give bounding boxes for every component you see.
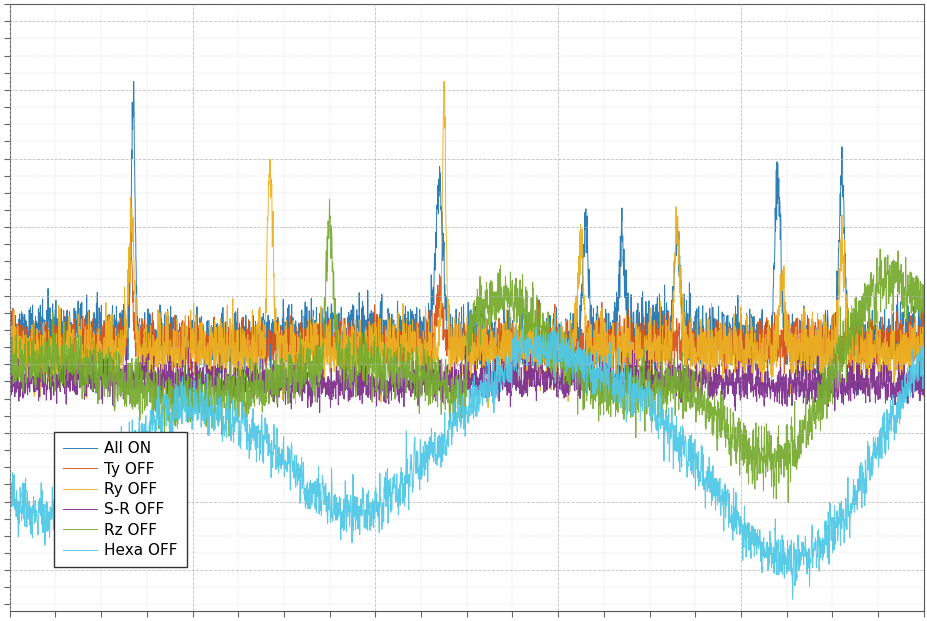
Ty OFF [594,383,605,390]
Ty OFF [756,319,767,327]
Rz OFF [170,422,181,430]
Ty OFF [4,319,15,327]
Line: S-R OFF: S-R OFF [9,346,923,412]
All ON [4,325,15,333]
Hexa OFF [548,315,559,322]
Line: Ty OFF: Ty OFF [9,225,923,386]
Ry OFF [918,368,927,376]
Rz OFF [918,282,927,289]
Hexa OFF [4,503,15,510]
All ON [353,289,364,296]
Ry OFF [482,404,493,411]
Hexa OFF [686,468,697,476]
Rz OFF [598,397,609,405]
S-R OFF [353,386,364,394]
Rz OFF [552,334,563,342]
Line: Hexa OFF: Hexa OFF [9,319,923,599]
Hexa OFF [918,365,927,373]
S-R OFF [756,383,767,391]
Line: Ry OFF: Ry OFF [9,81,923,407]
All ON [171,312,182,319]
Ty OFF [918,343,927,351]
S-R OFF [313,409,324,416]
All ON [918,332,927,340]
Ry OFF [4,343,15,351]
Ry OFF [598,375,609,383]
Ty OFF [171,323,182,330]
Hexa OFF [786,596,797,603]
All ON [852,391,863,399]
S-R OFF [4,371,15,379]
Ry OFF [686,354,697,361]
Ty OFF [552,326,563,333]
Ty OFF [598,323,609,330]
All ON [598,327,609,334]
Ty OFF [686,348,697,355]
All ON [756,324,767,332]
Rz OFF [686,404,697,411]
Line: All ON: All ON [9,81,923,395]
S-R OFF [549,342,560,350]
Ry OFF [170,371,181,379]
Ry OFF [353,345,364,353]
Line: Rz OFF: Rz OFF [9,199,923,502]
Hexa OFF [598,355,609,363]
Rz OFF [4,371,15,379]
Ty OFF [353,343,364,351]
All ON [128,78,139,85]
S-R OFF [686,387,697,394]
Ty OFF [125,221,136,229]
Ry OFF [756,340,767,347]
S-R OFF [552,394,564,401]
Rz OFF [756,422,767,430]
Hexa OFF [170,381,181,388]
Ry OFF [438,78,450,85]
Rz OFF [353,350,364,357]
Rz OFF [324,196,335,203]
All ON [686,336,697,343]
Ry OFF [552,352,564,360]
Hexa OFF [756,551,767,558]
Legend: All ON, Ty OFF, Ry OFF, S-R OFF, Rz OFF, Hexa OFF: All ON, Ty OFF, Ry OFF, S-R OFF, Rz OFF,… [54,432,187,567]
Rz OFF [781,499,793,506]
All ON [552,336,563,343]
Hexa OFF [353,502,364,510]
S-R OFF [598,366,609,374]
Hexa OFF [552,330,563,337]
S-R OFF [918,392,927,400]
S-R OFF [170,396,181,403]
